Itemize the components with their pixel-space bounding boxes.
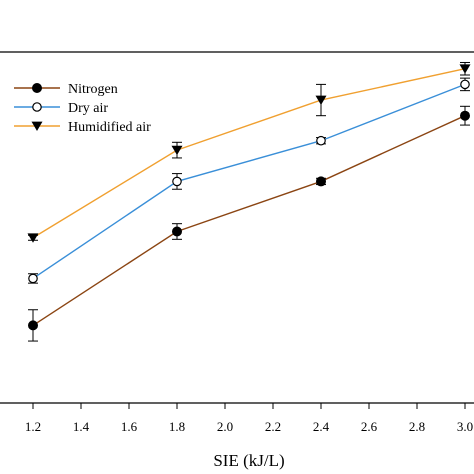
series-line bbox=[32, 115, 466, 326]
legend-label: Dry air bbox=[68, 101, 108, 116]
data-point bbox=[27, 233, 39, 243]
data-point bbox=[171, 145, 183, 156]
x-tick-label: 2.6 bbox=[361, 419, 378, 434]
x-tick-label: 2.4 bbox=[313, 419, 330, 434]
legend: Nitrogen Dry air Humidified air bbox=[14, 82, 151, 135]
x-tick-label: 2.8 bbox=[409, 419, 425, 434]
x-tick-label: 2.2 bbox=[265, 419, 281, 434]
legend-marker bbox=[32, 102, 42, 112]
x-tick-label: 2.0 bbox=[217, 419, 233, 434]
x-tick-label: 1.2 bbox=[25, 419, 41, 434]
data-point bbox=[316, 176, 326, 187]
data-point bbox=[315, 95, 327, 105]
legend-label: Nitrogen bbox=[68, 82, 118, 97]
legend-item: Dry air bbox=[14, 101, 108, 116]
data-point bbox=[28, 273, 38, 284]
x-axis-title: SIE (kJ/L) bbox=[213, 451, 284, 470]
series-dry-air bbox=[28, 77, 470, 284]
data-point bbox=[316, 135, 326, 146]
data-point bbox=[460, 79, 470, 90]
data-point bbox=[460, 110, 470, 121]
x-tick-label: 3.0 bbox=[457, 419, 473, 434]
legend-label: Humidified air bbox=[68, 120, 151, 135]
series-line bbox=[32, 83, 466, 280]
data-point bbox=[28, 320, 38, 331]
axes: 1.2 1.4 1.6 1.8 2.0 2.2 2.4 2.6 2.8 3.0 bbox=[0, 51, 474, 434]
series-humidified-air bbox=[27, 61, 471, 243]
data-point bbox=[172, 226, 182, 237]
legend-marker bbox=[31, 121, 43, 131]
data-point bbox=[172, 176, 182, 187]
series-layer bbox=[27, 61, 471, 342]
legend-item: Humidified air bbox=[14, 120, 151, 135]
x-tick-label: 1.6 bbox=[121, 419, 138, 434]
legend-item: Nitrogen bbox=[14, 82, 118, 97]
data-point bbox=[459, 64, 471, 74]
x-tick-label: 1.8 bbox=[169, 419, 185, 434]
legend-marker bbox=[32, 83, 42, 93]
series-line bbox=[32, 68, 466, 239]
series-nitrogen bbox=[28, 105, 470, 342]
x-tick-label: 1.4 bbox=[73, 419, 90, 434]
